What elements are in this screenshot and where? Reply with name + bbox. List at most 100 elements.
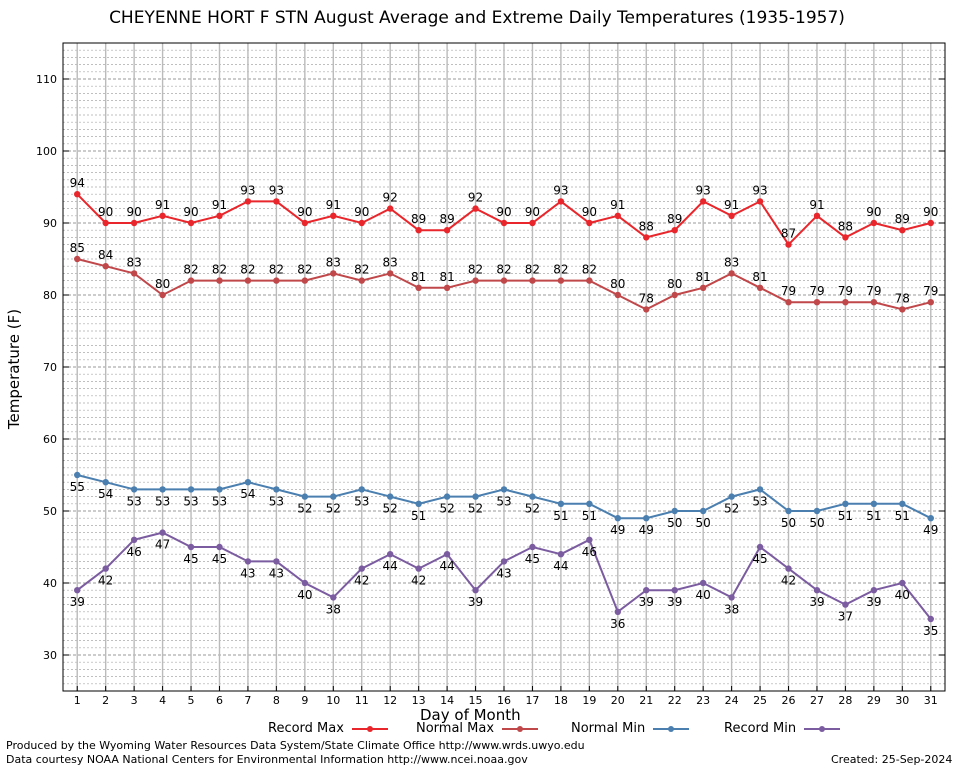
series: 94 90 90 91 90 91 93 93 90 91 90 92 89 89 92 90 90 93 90 91… bbox=[70, 176, 939, 638]
data-label: 53 bbox=[183, 494, 198, 508]
data-point bbox=[785, 241, 792, 248]
data-point bbox=[557, 500, 565, 507]
data-point bbox=[728, 270, 735, 277]
data-label: 50 bbox=[809, 516, 824, 530]
data-point bbox=[415, 227, 422, 234]
data-label: 47 bbox=[155, 538, 170, 552]
data-label: 42 bbox=[781, 574, 796, 588]
data-point bbox=[415, 284, 422, 291]
data-point bbox=[899, 306, 906, 313]
data-point bbox=[614, 515, 622, 522]
data-point bbox=[358, 565, 365, 572]
data-point bbox=[330, 594, 337, 601]
data-label: 51 bbox=[866, 509, 881, 523]
data-label: 82 bbox=[582, 263, 597, 277]
legend-record-min: Record Min bbox=[724, 721, 842, 736]
data-label: 44 bbox=[553, 559, 568, 573]
data-point bbox=[529, 493, 536, 500]
data-label: 91 bbox=[610, 198, 625, 212]
data-label: 53 bbox=[354, 494, 369, 508]
data-label: 90 bbox=[582, 205, 597, 219]
data-label: 49 bbox=[923, 523, 938, 537]
data-point bbox=[358, 486, 365, 493]
x-tick-label: 23 bbox=[696, 694, 710, 707]
data-point bbox=[500, 558, 508, 565]
data-point bbox=[244, 198, 252, 205]
data-label: 89 bbox=[895, 212, 910, 226]
y-tick-label: 100 bbox=[36, 145, 57, 158]
data-label: 52 bbox=[439, 502, 454, 516]
data-label: 53 bbox=[269, 494, 284, 508]
data-point bbox=[586, 500, 593, 507]
data-label: 39 bbox=[667, 595, 682, 609]
x-tick-label: 24 bbox=[725, 694, 739, 707]
y-tick-label: 90 bbox=[43, 217, 57, 230]
data-label: 82 bbox=[553, 263, 568, 277]
data-label: 53 bbox=[752, 494, 767, 508]
data-point bbox=[785, 565, 792, 572]
data-point bbox=[842, 500, 849, 507]
data-point bbox=[699, 198, 707, 205]
data-point bbox=[472, 587, 479, 594]
data-label: 94 bbox=[70, 176, 85, 190]
data-label: 46 bbox=[582, 545, 597, 559]
data-point bbox=[529, 277, 536, 284]
data-label: 88 bbox=[838, 219, 853, 233]
data-label: 79 bbox=[866, 284, 881, 298]
data-label: 39 bbox=[70, 595, 85, 609]
data-point bbox=[500, 277, 508, 284]
data-label: 79 bbox=[809, 284, 824, 298]
data-point bbox=[102, 565, 109, 572]
x-tick-label: 6 bbox=[216, 694, 223, 707]
data-label: 82 bbox=[354, 263, 369, 277]
data-label: 84 bbox=[98, 248, 113, 262]
data-point bbox=[728, 212, 735, 219]
data-label: 45 bbox=[183, 552, 198, 566]
data-point bbox=[586, 277, 593, 284]
grid bbox=[63, 42, 945, 692]
data-label: 91 bbox=[809, 198, 824, 212]
data-label: 42 bbox=[411, 574, 426, 588]
data-label: 90 bbox=[183, 205, 198, 219]
legend-record-max: Record Max bbox=[268, 721, 390, 736]
data-label: 81 bbox=[439, 270, 454, 284]
data-label: 82 bbox=[496, 263, 511, 277]
x-tick-label: 4 bbox=[159, 694, 166, 707]
x-tick-label: 11 bbox=[355, 694, 369, 707]
data-label: 50 bbox=[781, 516, 796, 530]
series-record-min: 39 42 46 47 45 45 43 43 40 38 42 44 42 44 39 43 45 44 46 36… bbox=[70, 529, 938, 638]
data-label: 52 bbox=[468, 502, 483, 516]
data-label: 46 bbox=[126, 545, 141, 559]
x-tick-label: 12 bbox=[383, 694, 397, 707]
data-label: 83 bbox=[126, 255, 141, 269]
data-point bbox=[130, 486, 138, 493]
data-label: 80 bbox=[667, 277, 682, 291]
data-label: 81 bbox=[696, 270, 711, 284]
data-label: 89 bbox=[439, 212, 454, 226]
data-point bbox=[643, 515, 650, 522]
data-point bbox=[927, 299, 934, 306]
data-point bbox=[273, 558, 280, 565]
data-label: 49 bbox=[610, 523, 625, 537]
data-point bbox=[244, 558, 252, 565]
data-point bbox=[130, 219, 138, 227]
data-point bbox=[500, 486, 508, 493]
data-point bbox=[557, 277, 565, 284]
data-label: 45 bbox=[752, 552, 767, 566]
data-label: 53 bbox=[496, 494, 511, 508]
data-label: 93 bbox=[553, 183, 568, 197]
x-tick-label: 13 bbox=[412, 694, 426, 707]
data-point bbox=[813, 212, 821, 219]
data-label: 80 bbox=[610, 277, 625, 291]
data-label: 93 bbox=[269, 183, 284, 197]
data-point bbox=[586, 219, 593, 227]
x-tick-label: 22 bbox=[668, 694, 682, 707]
data-point bbox=[813, 299, 821, 306]
data-point bbox=[358, 219, 365, 227]
data-label: 54 bbox=[98, 487, 113, 501]
legend-normal-max: Normal Max bbox=[416, 721, 540, 736]
data-point bbox=[614, 608, 622, 615]
data-point bbox=[130, 536, 138, 543]
data-point bbox=[386, 493, 394, 500]
